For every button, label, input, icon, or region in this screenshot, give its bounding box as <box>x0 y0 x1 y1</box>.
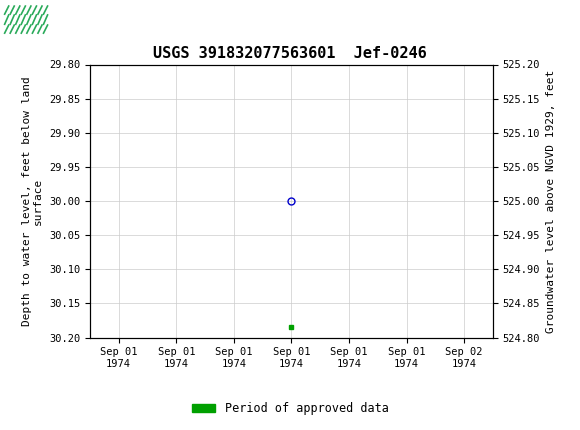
Legend: Period of approved data: Period of approved data <box>187 397 393 420</box>
Y-axis label: Groundwater level above NGVD 1929, feet: Groundwater level above NGVD 1929, feet <box>546 69 556 333</box>
Text: USGS 391832077563601  Jef-0246: USGS 391832077563601 Jef-0246 <box>153 46 427 61</box>
Y-axis label: Depth to water level, feet below land
surface: Depth to water level, feet below land su… <box>22 76 44 326</box>
Text: USGS: USGS <box>51 11 106 29</box>
Bar <box>3 3 46 37</box>
